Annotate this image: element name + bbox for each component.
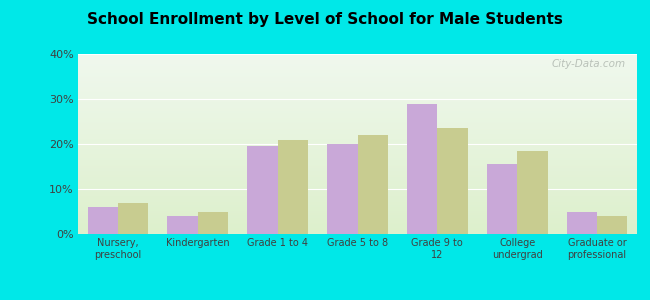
Text: School Enrollment by Level of School for Male Students: School Enrollment by Level of School for…: [87, 12, 563, 27]
Text: City-Data.com: City-Data.com: [552, 59, 626, 69]
Bar: [327, 144, 358, 234]
Bar: [88, 207, 118, 234]
Bar: [198, 212, 228, 234]
Bar: [487, 164, 517, 234]
Bar: [567, 212, 597, 234]
Bar: [118, 202, 148, 234]
Bar: [517, 151, 547, 234]
Bar: [278, 140, 308, 234]
Bar: [437, 128, 468, 234]
Bar: [247, 146, 278, 234]
Bar: [358, 135, 388, 234]
Bar: [407, 103, 437, 234]
Bar: [168, 216, 198, 234]
Bar: [597, 216, 627, 234]
